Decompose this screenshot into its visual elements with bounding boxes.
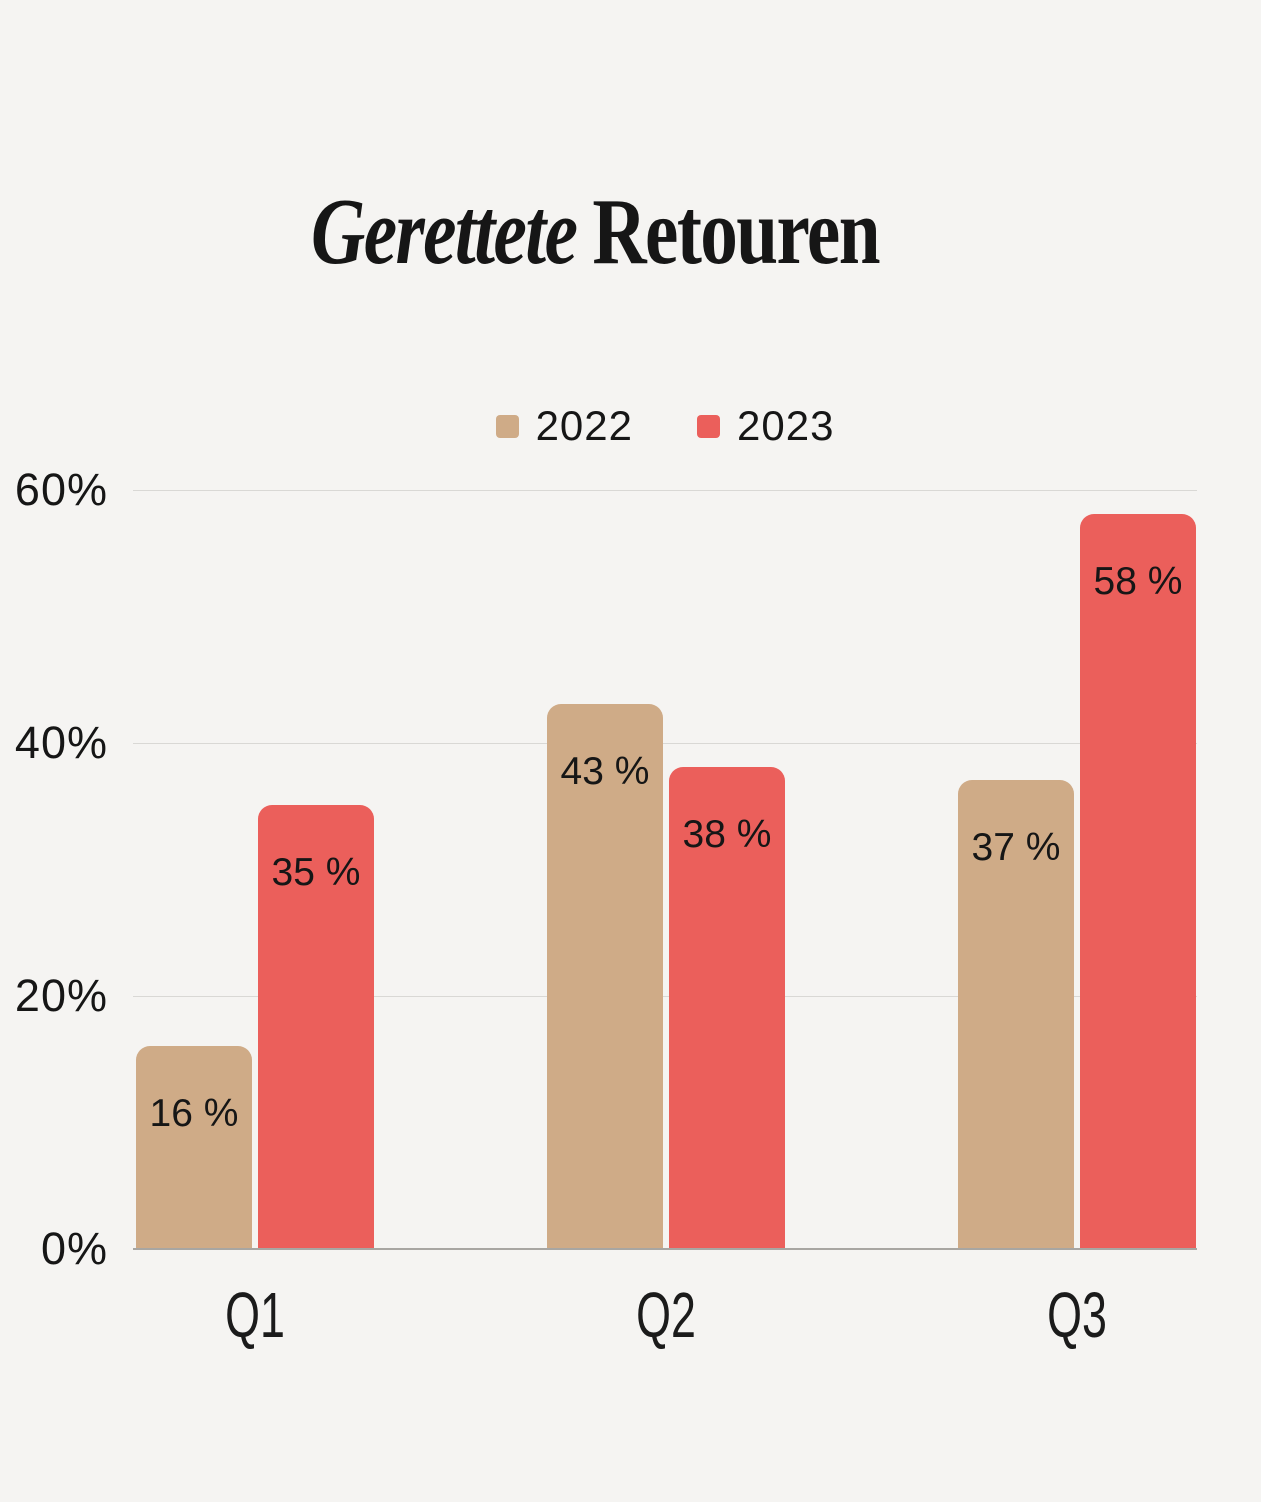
legend: 2022 2023 — [133, 402, 1197, 450]
x-label-q3: Q3 — [1047, 1279, 1107, 1351]
y-tick-40: 40% — [14, 717, 108, 768]
chart-title-italic-part: Gerettete — [311, 180, 578, 284]
bar-value-label-q2-2023: 38 % — [682, 813, 772, 856]
bar-q3-2022[interactable]: 37 % — [958, 780, 1074, 1248]
y-tick-60: 60% — [14, 464, 108, 515]
bar-q3-2023[interactable]: 58 % — [1080, 514, 1196, 1248]
bar-value-label-q3-2023: 58 % — [1093, 560, 1183, 603]
gridline-60 — [133, 490, 1197, 491]
bar-value-label-q3-2022: 37 % — [971, 826, 1061, 869]
x-label-q2: Q2 — [636, 1279, 696, 1351]
legend-item-2022[interactable]: 2022 — [495, 402, 633, 450]
gridline-20 — [133, 996, 1197, 997]
legend-swatch-2023-icon — [697, 414, 720, 438]
legend-item-2023[interactable]: 2023 — [697, 402, 834, 450]
chart-title-text: Gerettete Retouren — [311, 178, 881, 286]
y-tick-20: 20% — [14, 970, 108, 1021]
bar-q2-2023[interactable]: 38 % — [669, 767, 785, 1248]
gridline-40 — [133, 743, 1197, 744]
plot-area: 16 % 35 % 43 % 38 % 37 % 58 % — [133, 490, 1197, 1250]
legend-label-2022: 2022 — [535, 402, 633, 449]
legend-swatch-2022-icon — [495, 414, 519, 438]
bar-value-label-q1-2023: 35 % — [271, 851, 361, 894]
x-axis-line — [133, 1248, 1197, 1250]
bar-value-label-q2-2022: 43 % — [560, 750, 650, 793]
chart-title: Gerettete Retouren — [0, 178, 1190, 286]
legend-label-2023: 2023 — [737, 402, 835, 449]
chart-title-regular-part: Retouren — [592, 180, 880, 284]
bar-q1-2023[interactable]: 35 % — [258, 805, 374, 1248]
bar-q2-2022[interactable]: 43 % — [547, 704, 663, 1248]
bar-value-label-q1-2022: 16 % — [149, 1092, 239, 1135]
y-tick-0: 0% — [40, 1223, 108, 1274]
x-label-q1: Q1 — [225, 1279, 285, 1351]
bar-q1-2022[interactable]: 16 % — [136, 1046, 252, 1248]
